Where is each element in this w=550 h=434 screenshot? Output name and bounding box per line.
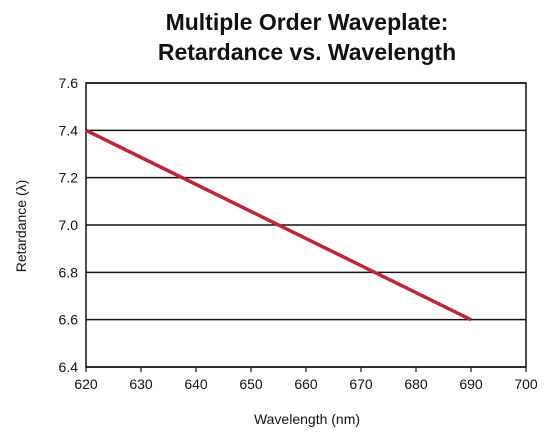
x-tick-label: 660 [294, 376, 318, 392]
y-tick-label: 7.6 [59, 75, 79, 91]
x-tick-label: 680 [404, 376, 428, 392]
chart-title-line-2: Retardance vs. Wavelength [158, 39, 456, 65]
x-axis-ticks: 620 630 640 650 660 670 680 690 700 [74, 367, 538, 392]
y-tick-label: 6.8 [59, 264, 79, 280]
x-tick-label: 620 [74, 376, 98, 392]
y-tick-label: 7.2 [59, 170, 79, 186]
y-axis-label: Retardance (λ) [13, 180, 29, 273]
x-tick-label: 650 [239, 376, 263, 392]
y-tick-label: 6.6 [59, 312, 79, 328]
series-layer [85, 128, 472, 322]
x-axis-label: Wavelength (nm) [254, 411, 360, 427]
x-tick-label: 630 [129, 376, 153, 392]
y-tick-label: 7.4 [59, 122, 79, 138]
grid-lines [86, 82, 526, 368]
y-tick-label: 7.0 [59, 217, 79, 233]
chart-title-line-1: Multiple Order Waveplate: [166, 9, 449, 35]
x-tick-label: 670 [349, 376, 373, 392]
y-axis-ticks: 6.4 6.6 6.8 7.0 7.2 7.4 7.6 [59, 75, 79, 375]
x-tick-label: 640 [184, 376, 208, 392]
x-tick-label: 700 [514, 376, 538, 392]
y-tick-label: 6.4 [59, 359, 79, 375]
series-line [85, 128, 472, 322]
x-tick-label: 690 [459, 376, 483, 392]
